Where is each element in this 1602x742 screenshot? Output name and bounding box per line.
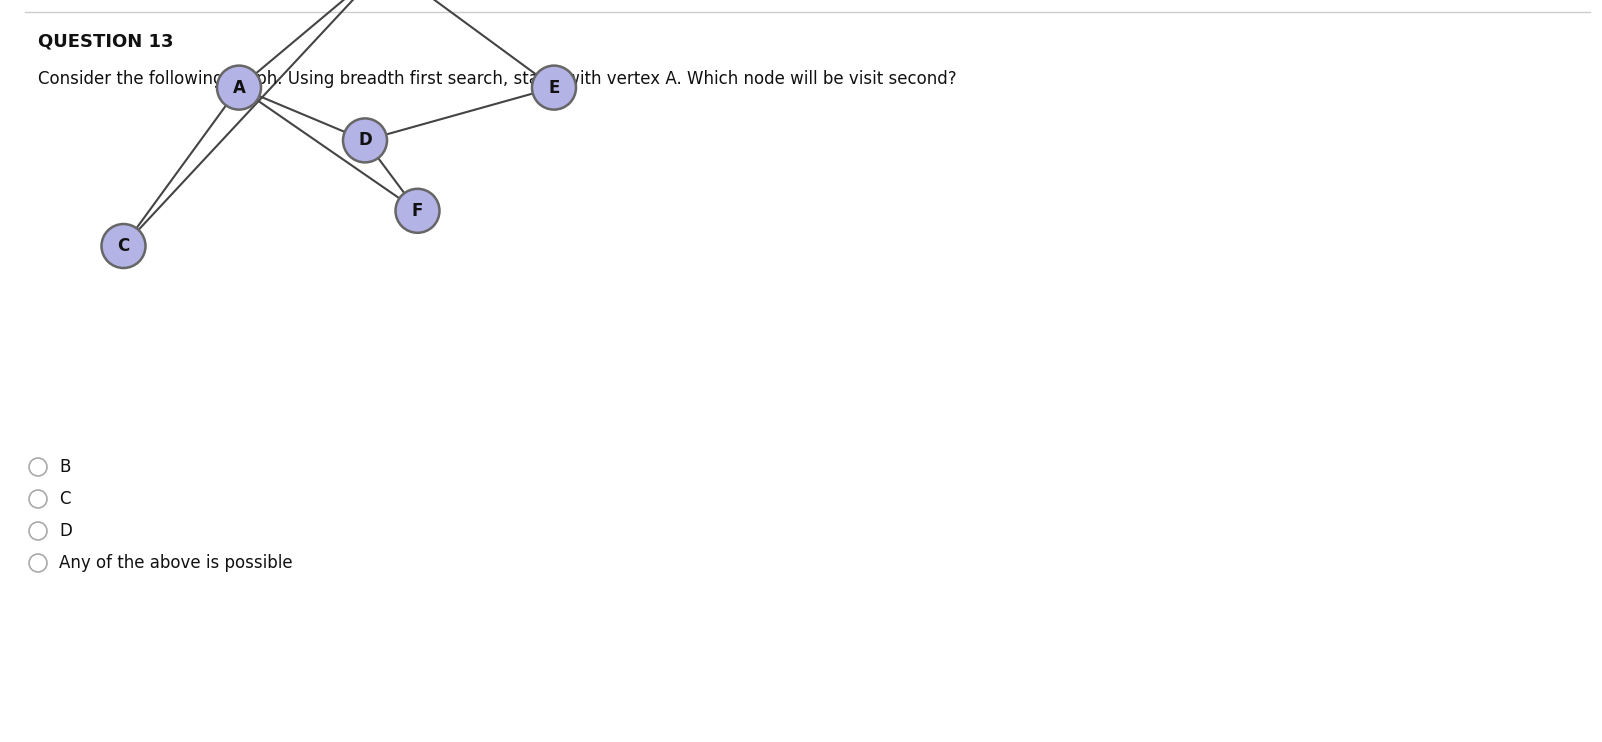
Text: E: E: [548, 79, 559, 96]
Text: C: C: [117, 237, 130, 255]
Circle shape: [216, 65, 261, 110]
Text: Consider the following graph. Using breadth first search, starts with vertex A. : Consider the following graph. Using brea…: [38, 70, 956, 88]
Circle shape: [396, 188, 439, 233]
Circle shape: [29, 458, 46, 476]
Text: Any of the above is possible: Any of the above is possible: [59, 554, 293, 572]
Text: C: C: [59, 490, 70, 508]
Circle shape: [29, 554, 46, 572]
Text: A: A: [232, 79, 245, 96]
Text: D: D: [359, 131, 372, 149]
Circle shape: [343, 119, 388, 162]
Text: QUESTION 13: QUESTION 13: [38, 32, 173, 50]
Circle shape: [101, 224, 146, 268]
Text: B: B: [59, 458, 70, 476]
Circle shape: [29, 522, 46, 540]
Text: F: F: [412, 202, 423, 220]
Circle shape: [532, 65, 577, 110]
Text: D: D: [59, 522, 72, 540]
Circle shape: [29, 490, 46, 508]
